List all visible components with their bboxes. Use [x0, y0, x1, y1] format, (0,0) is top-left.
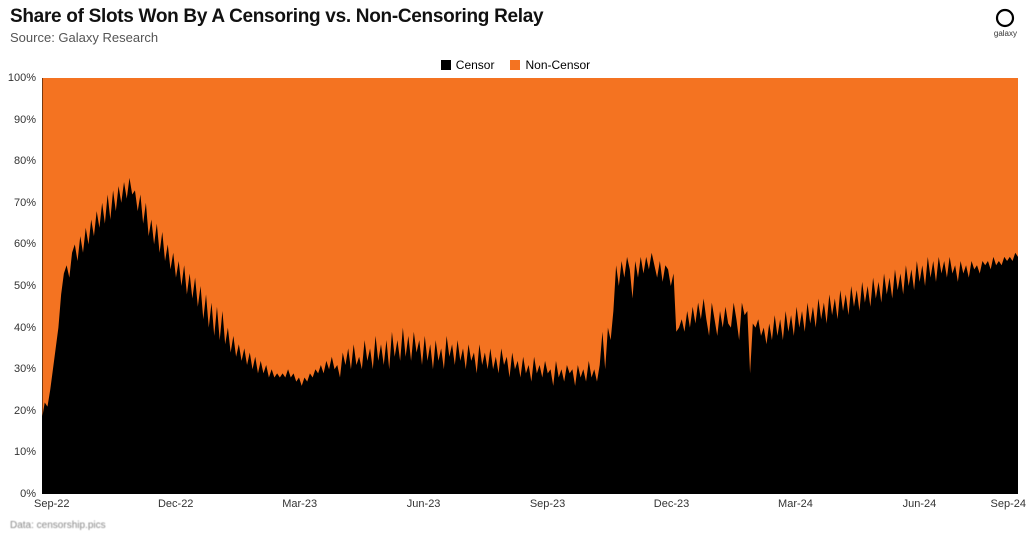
- header: Share of Slots Won By A Censoring vs. No…: [10, 6, 543, 45]
- x-tick-label: Sep-24: [990, 498, 1025, 510]
- y-tick-label: 70%: [14, 197, 36, 209]
- legend-label: Censor: [456, 58, 495, 72]
- x-tick-label: Sep-22: [34, 498, 69, 510]
- y-tick-label: 30%: [14, 363, 36, 375]
- x-tick-label: Dec-22: [158, 498, 193, 510]
- data-source-footnote: Data: censorship.pics: [10, 520, 106, 531]
- galaxy-logo-label: galaxy: [994, 29, 1017, 38]
- legend-swatch: [441, 60, 451, 70]
- y-tick-label: 10%: [14, 446, 36, 458]
- plot-area: [42, 78, 1018, 494]
- x-tick-label: Dec-23: [654, 498, 689, 510]
- legend-label: Non-Censor: [525, 58, 590, 72]
- galaxy-logo: galaxy: [994, 8, 1017, 38]
- y-tick-label: 80%: [14, 155, 36, 167]
- y-tick-label: 40%: [14, 322, 36, 334]
- y-tick-label: 20%: [14, 405, 36, 417]
- chart-subtitle: Source: Galaxy Research: [10, 30, 543, 45]
- y-tick-label: 90%: [14, 114, 36, 126]
- x-tick-label: Mar-24: [778, 498, 813, 510]
- y-tick-label: 60%: [14, 238, 36, 250]
- legend-item: Censor: [441, 58, 495, 72]
- x-tick-label: Mar-23: [282, 498, 317, 510]
- legend: Censor Non-Censor: [0, 58, 1031, 73]
- x-tick-label: Jun-23: [407, 498, 441, 510]
- chart-container: Share of Slots Won By A Censoring vs. No…: [0, 0, 1031, 535]
- x-axis: Sep-22Dec-22Mar-23Jun-23Sep-23Dec-23Mar-…: [42, 496, 1018, 514]
- legend-swatch: [510, 60, 520, 70]
- y-tick-label: 50%: [14, 280, 36, 292]
- legend-item: Non-Censor: [510, 58, 590, 72]
- y-tick-label: 100%: [8, 72, 36, 84]
- area-chart-svg: [42, 78, 1018, 494]
- x-tick-label: Sep-23: [530, 498, 565, 510]
- y-axis: 0%10%20%30%40%50%60%70%80%90%100%: [0, 78, 40, 494]
- x-tick-label: Jun-24: [903, 498, 937, 510]
- galaxy-logo-icon: [995, 8, 1015, 28]
- chart-title: Share of Slots Won By A Censoring vs. No…: [10, 6, 543, 28]
